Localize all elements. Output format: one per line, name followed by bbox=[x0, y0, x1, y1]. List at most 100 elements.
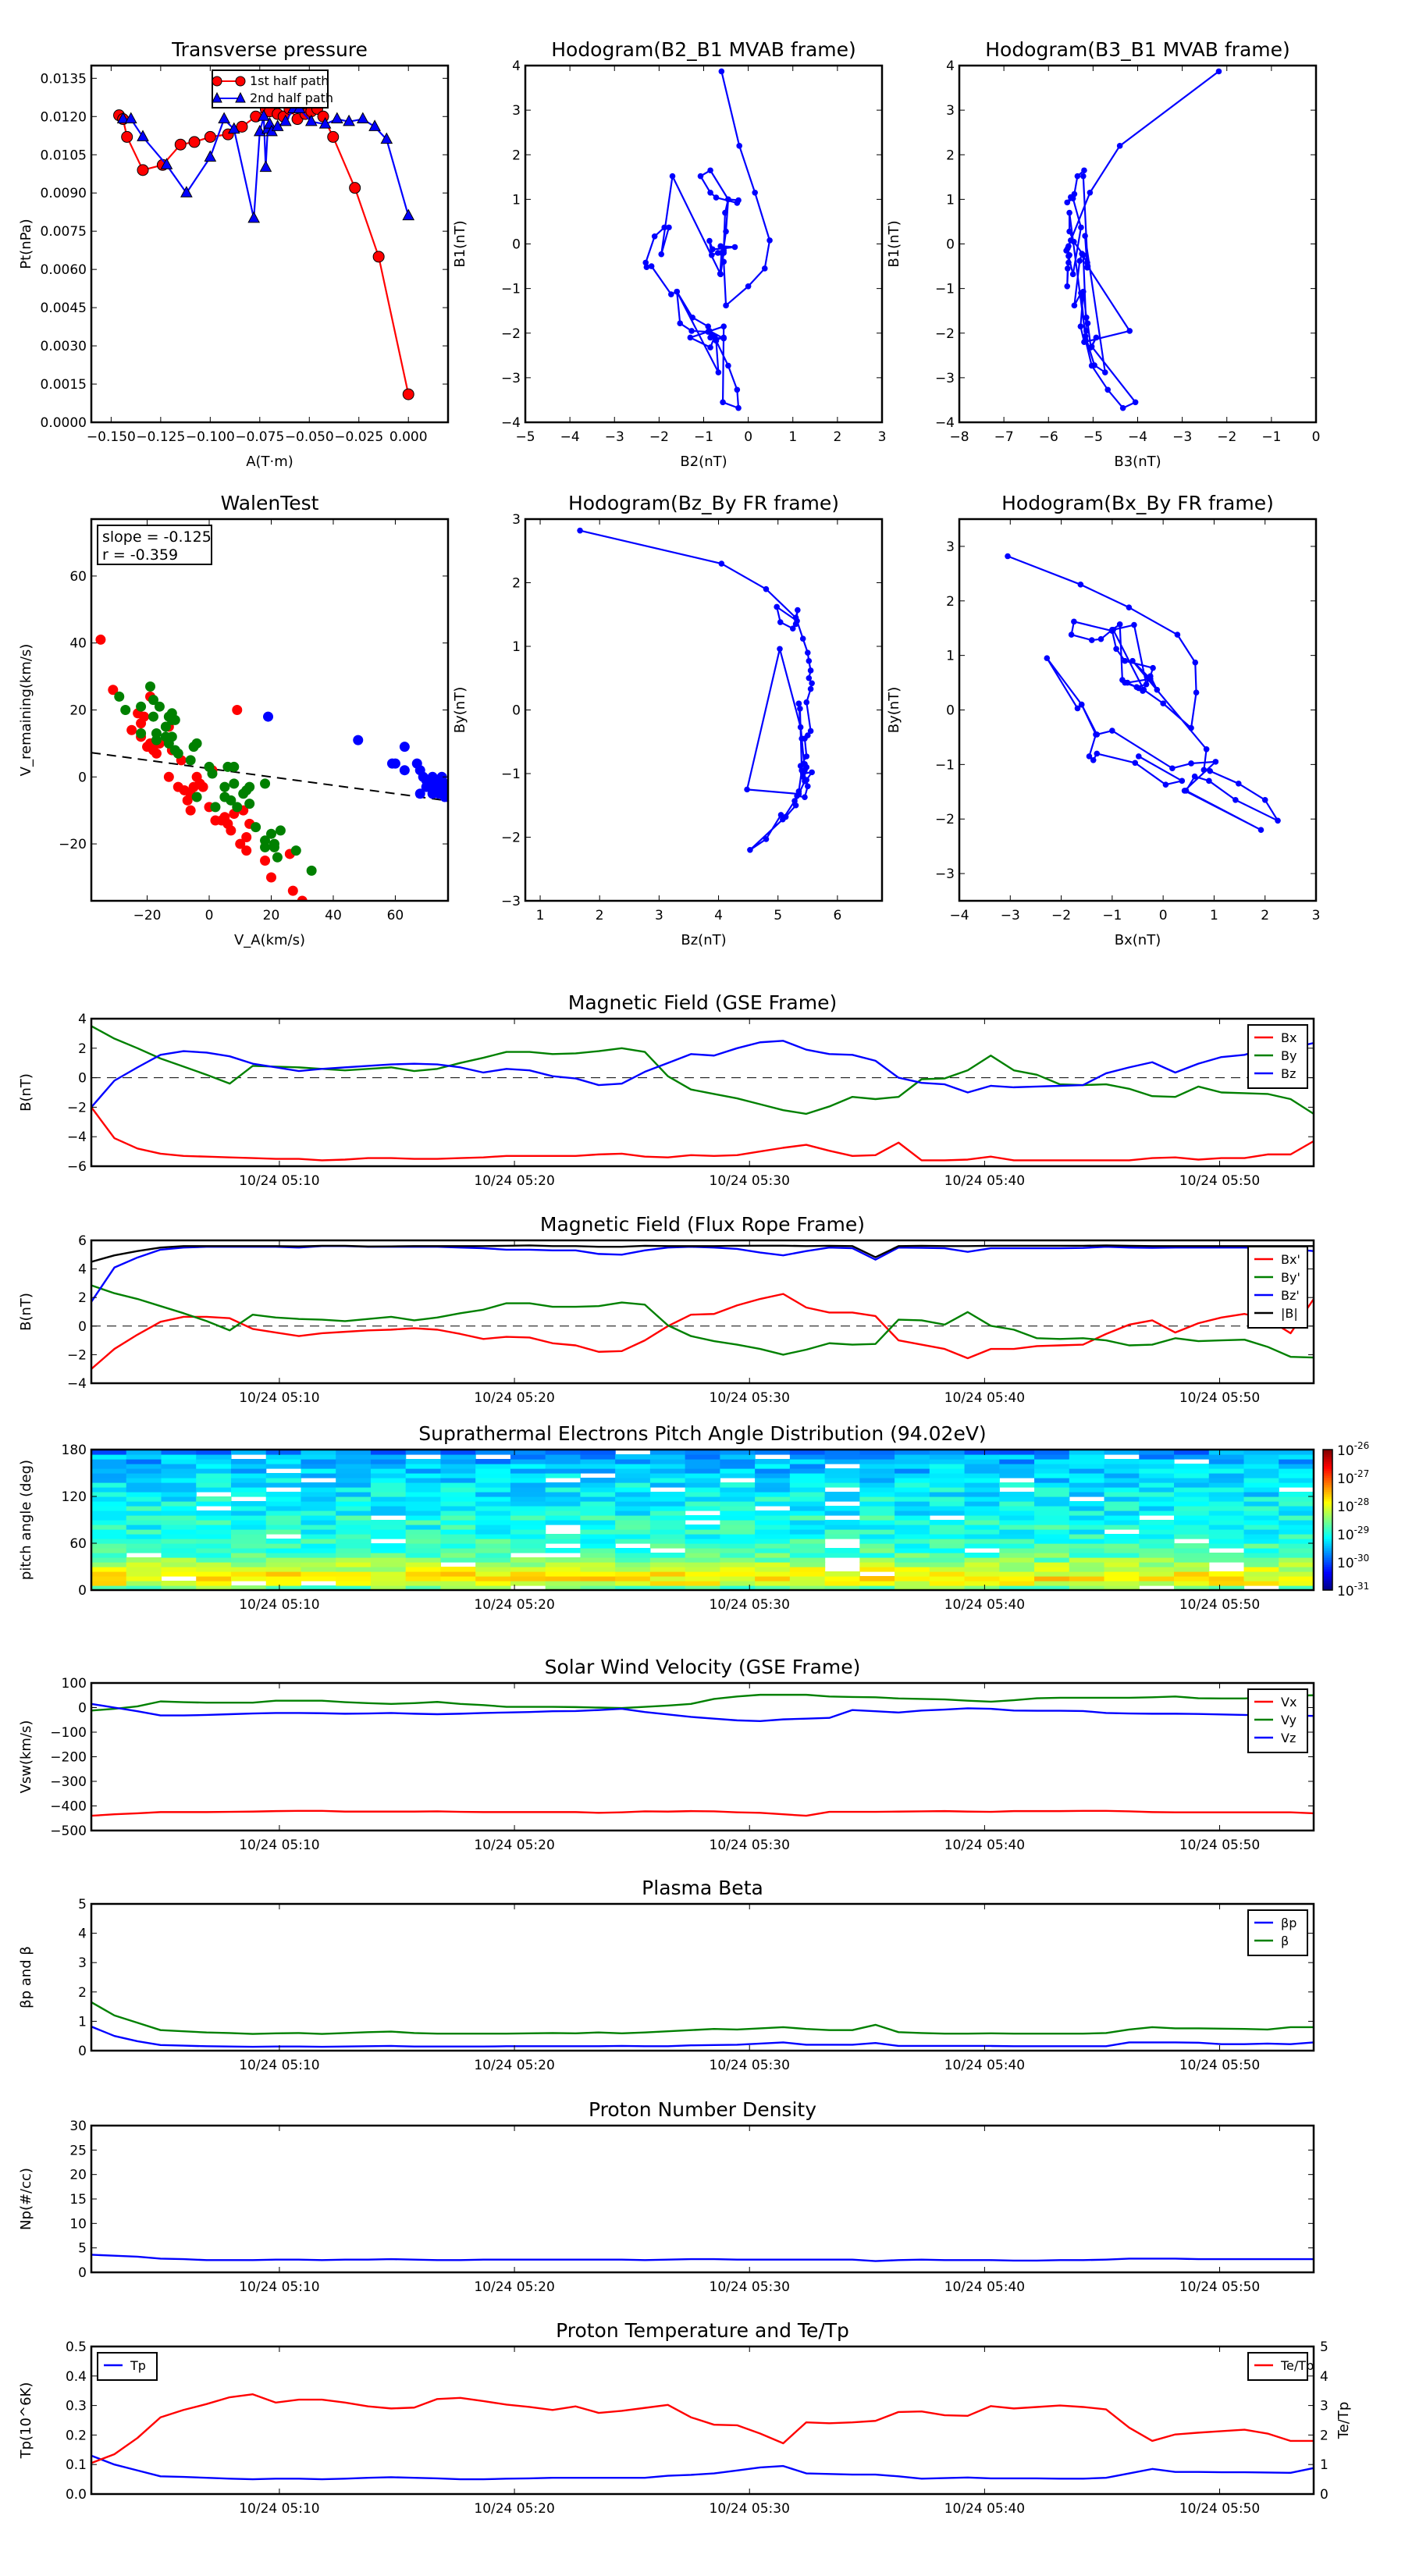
pad-cell bbox=[755, 1534, 791, 1539]
hodogram-bx-by-marker bbox=[1097, 635, 1104, 642]
walen-test-plot-area bbox=[91, 634, 448, 901]
transverse-pressure-marker bbox=[121, 130, 133, 143]
pad-cell bbox=[1034, 1525, 1070, 1530]
pad-cell bbox=[370, 1562, 407, 1567]
hodogram-bz-by-marker bbox=[807, 728, 814, 735]
pad-cell bbox=[720, 1557, 756, 1563]
pad-cell bbox=[545, 1496, 581, 1502]
pad-cell bbox=[1034, 1585, 1070, 1591]
walen-test-xlabel: V_A(km/s) bbox=[234, 932, 305, 948]
pad-cell bbox=[1208, 1585, 1245, 1591]
hodogram-bz-by-marker bbox=[747, 847, 753, 853]
pad-cell bbox=[475, 1482, 511, 1488]
pad-cell bbox=[929, 1487, 966, 1493]
pad-cell bbox=[336, 1478, 372, 1483]
pad-cell bbox=[1139, 1459, 1175, 1464]
transverse-pressure-ytick-label: 0.0120 bbox=[41, 109, 87, 125]
hodogram-b2-b1-marker bbox=[689, 314, 696, 321]
pad-cell bbox=[720, 1571, 756, 1577]
pad-colorbar-step bbox=[1323, 1492, 1332, 1495]
pad-colorbar-step bbox=[1323, 1515, 1332, 1518]
pad-colorbar-step bbox=[1323, 1588, 1332, 1591]
mag-fr-plot-area bbox=[91, 1244, 1314, 1370]
pad-cell bbox=[649, 1506, 686, 1511]
pad-cell bbox=[301, 1585, 336, 1591]
pad-cell bbox=[336, 1571, 372, 1577]
pad-cell bbox=[440, 1567, 476, 1572]
pad-colorbar-step bbox=[1323, 1522, 1332, 1525]
transverse-pressure-legend-box bbox=[212, 69, 329, 109]
mag-fr-series-Bx' bbox=[91, 1293, 1314, 1370]
hodogram-b2-b1-marker bbox=[713, 194, 720, 201]
pad-cell bbox=[649, 1501, 686, 1507]
hodogram-b3-b1-marker bbox=[1069, 271, 1076, 278]
transverse-pressure-xtick-label: −0.150 bbox=[87, 429, 136, 445]
pad-cell bbox=[999, 1464, 1035, 1469]
pad-cell bbox=[615, 1571, 651, 1577]
pad-cell bbox=[1174, 1510, 1210, 1516]
pad-cell bbox=[126, 1520, 162, 1525]
pad-cell bbox=[580, 1539, 616, 1544]
pad-cell bbox=[196, 1553, 232, 1558]
pad-cell bbox=[964, 1515, 1000, 1521]
hodogram-b3-b1-marker bbox=[1080, 251, 1087, 258]
walen-test-point-blue bbox=[263, 711, 274, 722]
walen-test-point-blue bbox=[399, 742, 410, 753]
pad-cell bbox=[1069, 1464, 1105, 1469]
hodogram-bx-by-marker bbox=[1160, 700, 1166, 706]
pad-cell bbox=[580, 1520, 616, 1525]
transverse-pressure-legend-marker bbox=[235, 76, 246, 87]
pad-cell bbox=[649, 1510, 686, 1516]
pad-cell bbox=[161, 1464, 197, 1469]
transverse-pressure-marker bbox=[327, 130, 340, 143]
pad-cell bbox=[301, 1482, 336, 1488]
pad-cell bbox=[895, 1548, 930, 1553]
pad-cell bbox=[161, 1543, 197, 1549]
pad-cell bbox=[230, 1553, 267, 1558]
pad-cell bbox=[230, 1473, 267, 1478]
pad-colorbar-step bbox=[1323, 1471, 1332, 1474]
pad-cell bbox=[1208, 1576, 1245, 1582]
tp-series-Te/Tp bbox=[91, 2393, 1314, 2464]
pad-cell bbox=[649, 1539, 686, 1544]
pad-cell bbox=[685, 1557, 720, 1563]
hodogram-bx-by-marker bbox=[1136, 685, 1142, 692]
pad-cell bbox=[405, 1482, 442, 1488]
pad-cell bbox=[964, 1525, 1000, 1530]
pad-cell bbox=[824, 1571, 860, 1577]
transverse-pressure-marker bbox=[137, 130, 149, 141]
pad-cell bbox=[405, 1487, 442, 1493]
pad-cell bbox=[824, 1534, 860, 1539]
pad-cell bbox=[1139, 1501, 1175, 1507]
pad-colorbar-step bbox=[1323, 1585, 1332, 1589]
hodogram-b3-b1-marker bbox=[1082, 333, 1089, 340]
pad-cell bbox=[755, 1464, 791, 1469]
pad-cell bbox=[649, 1557, 686, 1563]
pad-colorbar-step bbox=[1323, 1534, 1332, 1537]
pad-cell bbox=[405, 1506, 442, 1511]
pad-cell bbox=[580, 1506, 616, 1511]
hodogram-b2-b1-ytick-label: 2 bbox=[512, 148, 521, 163]
pad-cell bbox=[1034, 1487, 1070, 1493]
pad-colorbar-step bbox=[1323, 1583, 1332, 1586]
pad-cell bbox=[1174, 1562, 1210, 1567]
hodogram-bz-by-marker bbox=[806, 674, 813, 681]
hodogram-bx-by-marker bbox=[1203, 745, 1210, 753]
hodogram-bx-by-marker bbox=[1212, 759, 1219, 765]
pad-cell bbox=[1139, 1464, 1175, 1469]
tp-ytick-label: 0.1 bbox=[66, 2457, 87, 2473]
pad-cell bbox=[1243, 1459, 1279, 1464]
pad-cell bbox=[405, 1468, 442, 1474]
pad-cell bbox=[1279, 1520, 1314, 1525]
pad-cell bbox=[1174, 1496, 1210, 1502]
hodogram-bx-by-marker bbox=[1150, 664, 1156, 671]
pad-cell bbox=[1279, 1459, 1314, 1464]
pad-cell bbox=[1174, 1487, 1210, 1493]
pad-cell bbox=[91, 1539, 127, 1544]
pad-cell bbox=[336, 1581, 372, 1586]
pad-cell bbox=[755, 1515, 791, 1521]
pad-cell bbox=[999, 1567, 1035, 1572]
hodogram-b2-b1-marker bbox=[642, 259, 649, 266]
